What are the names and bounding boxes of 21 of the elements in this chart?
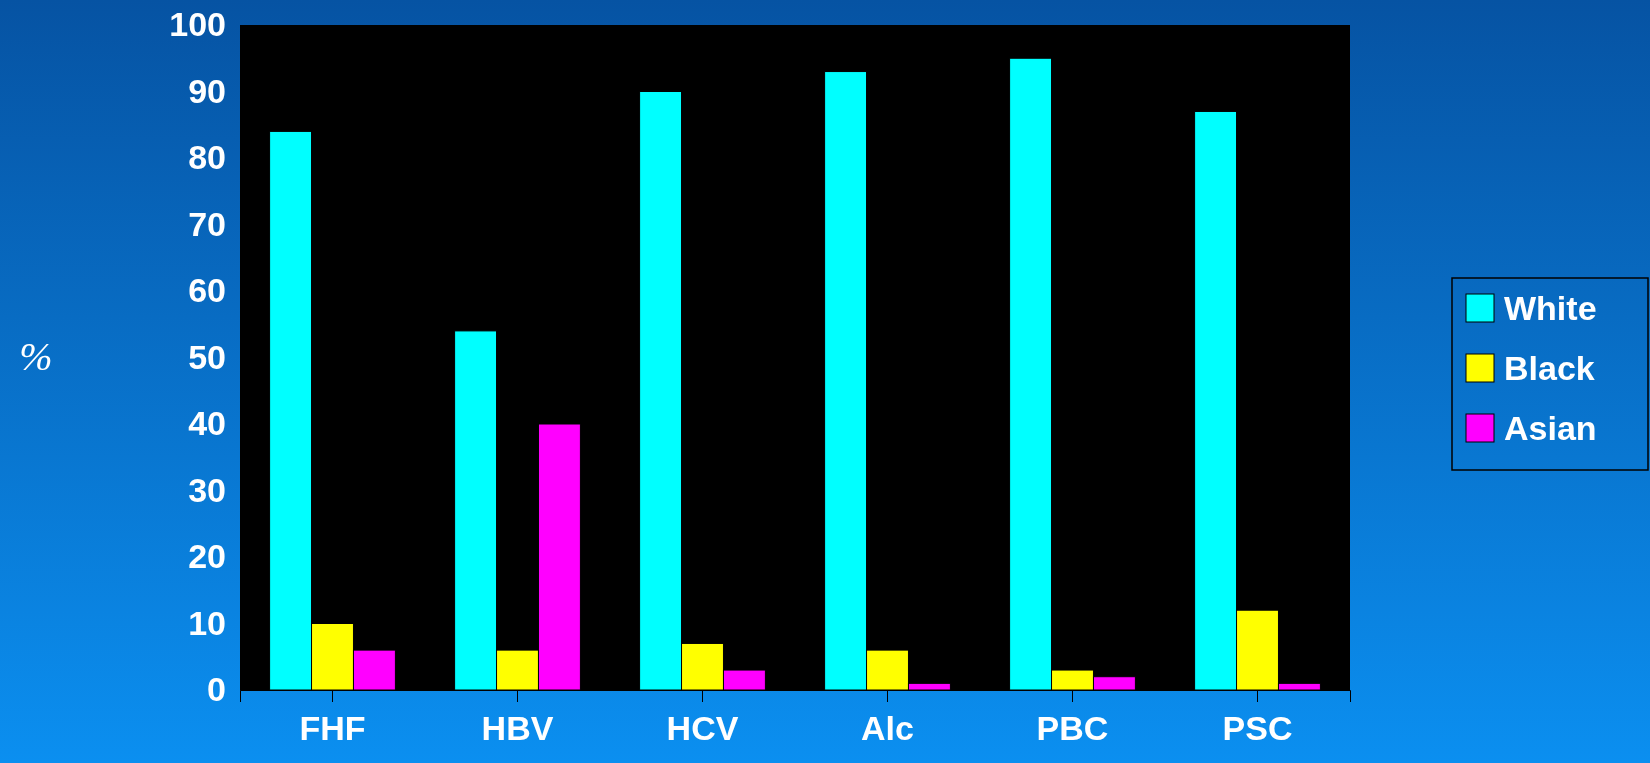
y-tick-label: 60 [188, 271, 226, 310]
x-tick-label: PSC [1222, 709, 1293, 748]
x-tick-label: PBC [1036, 709, 1109, 748]
y-tick-label: 90 [188, 71, 226, 110]
x-tick-label: HBV [481, 709, 554, 748]
y-axis-title: % [19, 333, 53, 379]
y-tick-label: 70 [188, 204, 226, 243]
y-tick-label: 20 [188, 537, 226, 576]
y-tick-label: 80 [188, 138, 226, 177]
legend-label: Asian [1504, 409, 1597, 447]
y-tick-label: 0 [207, 670, 226, 709]
x-tick-label: Alc [861, 709, 914, 748]
x-tick-label: FHF [299, 709, 366, 748]
y-tick-label: 100 [169, 5, 226, 44]
legend-label: White [1504, 289, 1597, 327]
y-tick-label: 30 [188, 470, 226, 509]
legend-label: Black [1504, 349, 1595, 387]
y-tick-label: 10 [188, 603, 226, 642]
y-tick-label: 50 [188, 337, 226, 376]
y-tick-label: 40 [188, 404, 226, 443]
x-tick-label: HCV [666, 709, 739, 748]
